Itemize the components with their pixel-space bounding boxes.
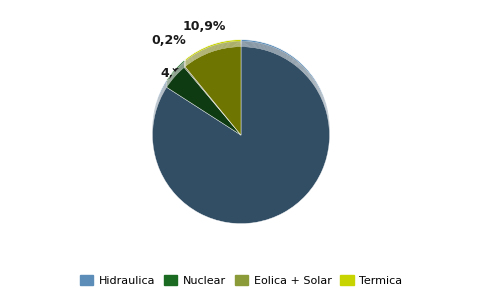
Wedge shape [185,45,241,133]
Wedge shape [167,67,241,135]
Text: 10,9%: 10,9% [183,20,227,33]
Wedge shape [184,67,241,135]
Wedge shape [152,44,330,221]
Wedge shape [152,40,330,217]
Legend: Hidraulica, Nuclear, Eolica + Solar, Termica: Hidraulica, Nuclear, Eolica + Solar, Ter… [75,270,407,290]
Wedge shape [152,46,330,223]
Wedge shape [184,66,241,134]
Wedge shape [167,60,241,128]
Wedge shape [152,42,330,219]
Wedge shape [185,41,241,130]
Wedge shape [184,63,241,132]
Wedge shape [184,61,241,130]
Wedge shape [184,65,241,133]
Wedge shape [167,62,241,130]
Text: 4,8%: 4,8% [160,67,195,80]
Wedge shape [185,47,241,135]
Wedge shape [185,43,241,132]
Text: 0,2%: 0,2% [151,34,186,47]
Wedge shape [185,46,241,134]
Wedge shape [167,61,241,129]
Wedge shape [184,61,241,129]
Wedge shape [184,60,241,128]
Text: 84,1%: 84,1% [244,167,287,180]
Wedge shape [184,64,241,132]
Wedge shape [185,40,241,128]
Wedge shape [185,42,241,131]
Wedge shape [184,62,241,131]
Wedge shape [152,43,330,220]
Wedge shape [167,63,241,131]
Wedge shape [167,65,241,133]
Wedge shape [167,66,241,134]
Wedge shape [152,45,330,222]
Wedge shape [152,40,330,217]
Wedge shape [185,40,241,129]
Wedge shape [185,44,241,132]
Wedge shape [152,41,330,218]
Wedge shape [167,64,241,132]
Wedge shape [152,47,330,223]
Wedge shape [167,65,241,132]
